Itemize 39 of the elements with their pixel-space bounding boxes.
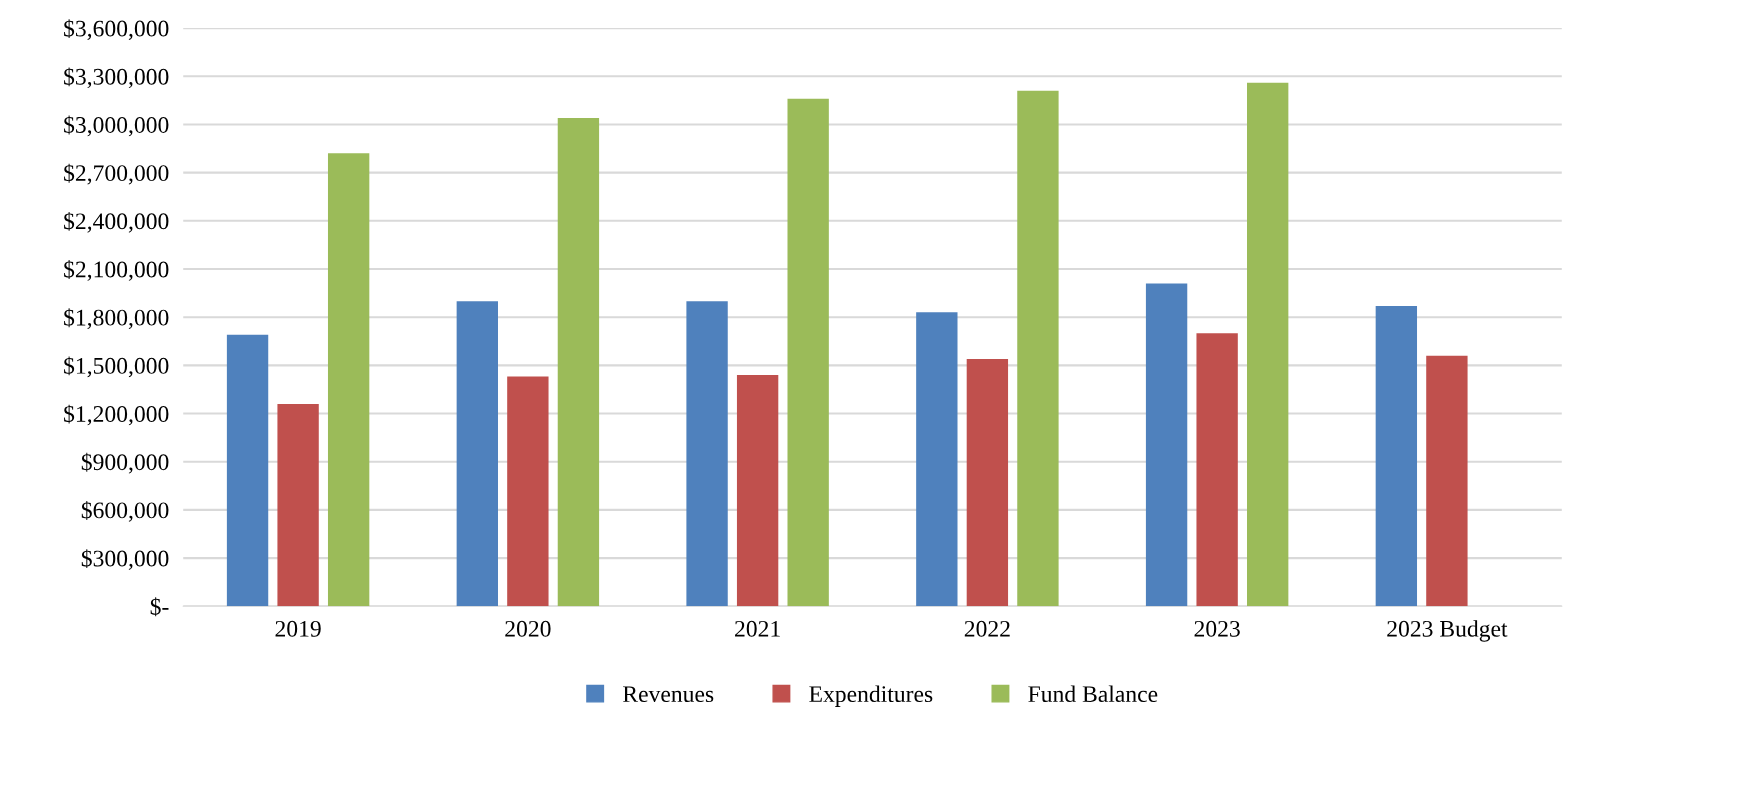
y-tick-label: $900,000 — [81, 452, 169, 474]
x-tick-label: 2020 — [505, 620, 551, 637]
y-tick-label: $2,700,000 — [64, 163, 169, 185]
y-tick-label: $300,000 — [81, 549, 169, 570]
bar — [787, 98, 829, 607]
bar — [277, 403, 319, 607]
bar — [1426, 355, 1468, 607]
bar — [1196, 333, 1238, 607]
x-tick-label: 2023 — [1194, 620, 1240, 637]
x-tick-label: 2019 — [275, 620, 321, 637]
x-tick-label: 2022 — [964, 620, 1010, 637]
y-tick-label: $3,300,000 — [64, 67, 169, 89]
y-tick-label: $3,000,000 — [64, 115, 169, 137]
y-tick-label: $3,600,000 — [64, 19, 169, 40]
bar — [557, 118, 600, 607]
bar — [686, 301, 728, 607]
bar — [226, 334, 269, 607]
bar — [327, 153, 370, 607]
y-tick-label: $1,800,000 — [64, 308, 169, 330]
bar — [1145, 283, 1188, 607]
y-tick-label: $2,400,000 — [64, 211, 169, 233]
bar — [507, 376, 549, 607]
y-tick-label: $- — [150, 597, 169, 617]
bar — [456, 301, 498, 607]
legend-label: Expenditures — [809, 685, 933, 707]
bar — [1375, 305, 1418, 607]
legend-label: Fund Balance — [1028, 685, 1158, 703]
x-tick-label: 2023 Budget — [1387, 620, 1508, 642]
bar — [736, 375, 779, 607]
y-tick-label: $1,500,000 — [64, 356, 169, 378]
x-tick-label: 2021 — [735, 620, 780, 637]
legend-label: Revenues — [623, 686, 714, 703]
bar — [1017, 90, 1059, 607]
bar — [966, 358, 1009, 607]
y-tick-label: $1,200,000 — [64, 404, 169, 426]
bar — [1247, 82, 1289, 607]
y-tick-label: $2,100,000 — [64, 260, 169, 281]
y-tick-label: $600,000 — [81, 501, 169, 522]
bar — [916, 312, 958, 607]
